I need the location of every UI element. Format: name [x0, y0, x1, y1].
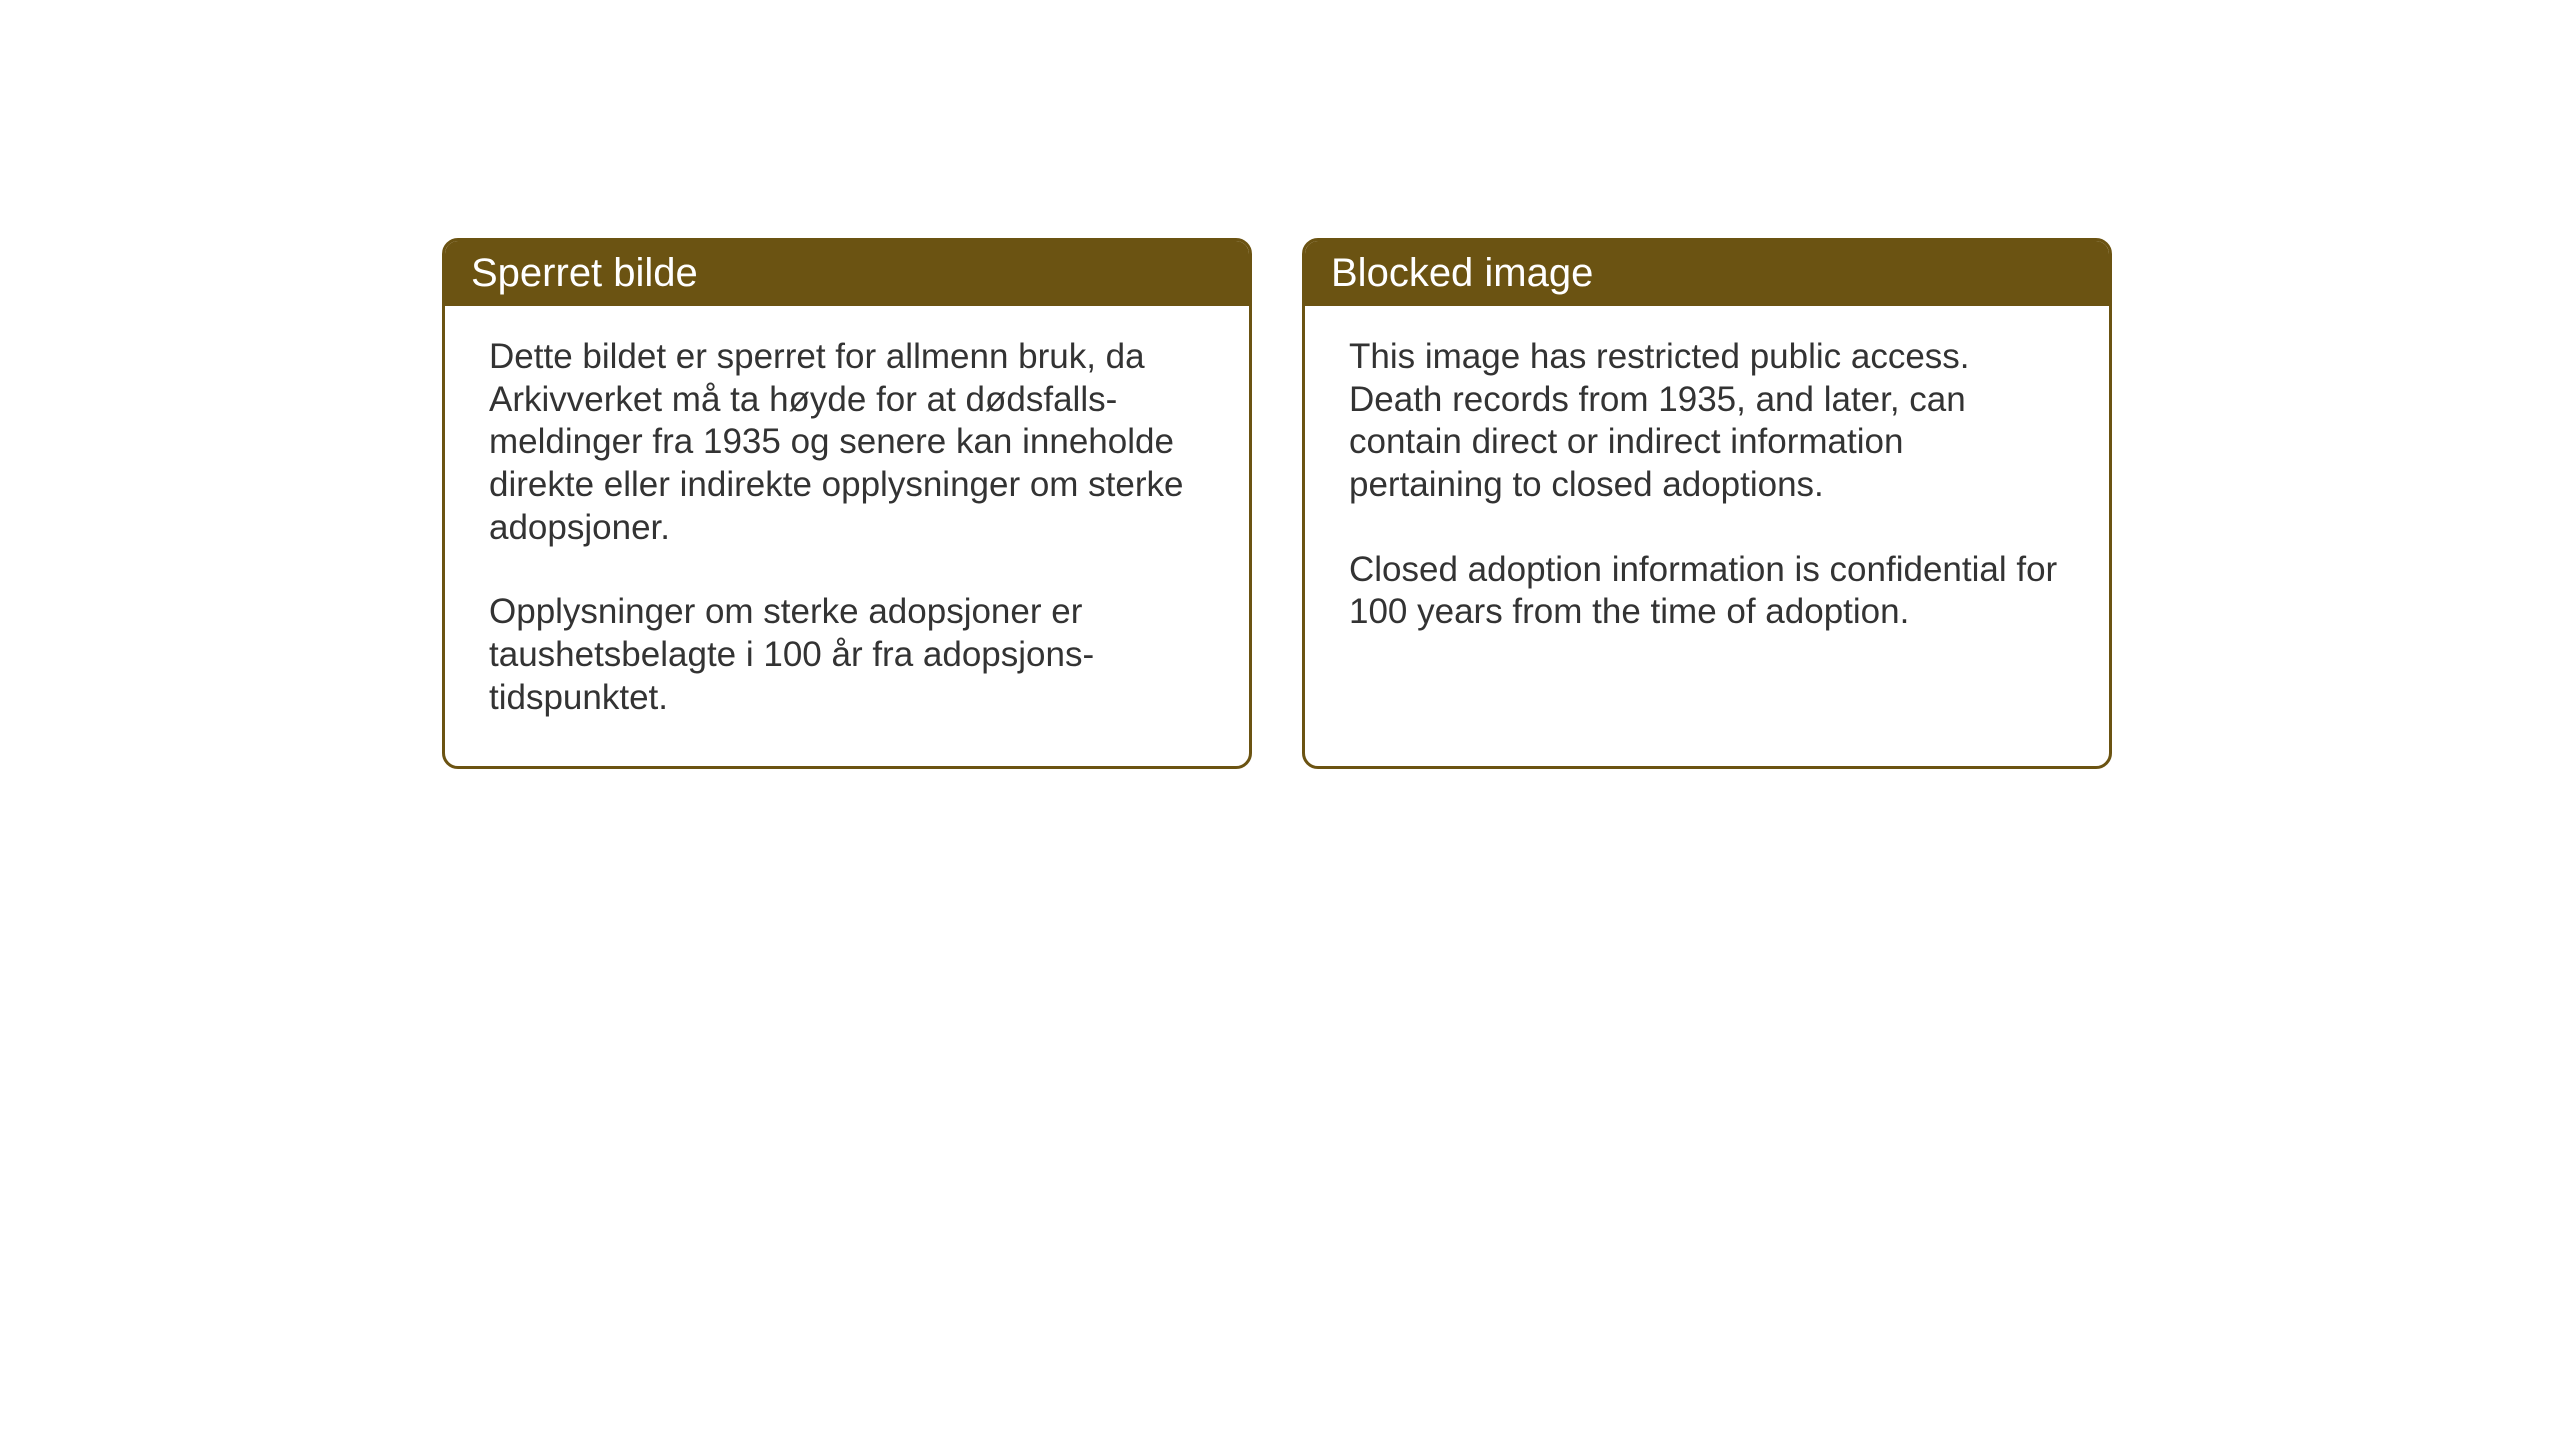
- card-title-norwegian: Sperret bilde: [471, 251, 698, 295]
- paragraph-1-norwegian: Dette bildet er sperret for allmenn bruk…: [489, 336, 1205, 549]
- card-body-english: This image has restricted public access.…: [1305, 306, 2109, 680]
- paragraph-2-english: Closed adoption information is confident…: [1349, 549, 2065, 634]
- card-header-norwegian: Sperret bilde: [445, 241, 1249, 306]
- card-header-english: Blocked image: [1305, 241, 2109, 306]
- card-body-norwegian: Dette bildet er sperret for allmenn bruk…: [445, 306, 1249, 766]
- paragraph-2-norwegian: Opplysninger om sterke adopsjoner er tau…: [489, 591, 1205, 719]
- card-english: Blocked image This image has restricted …: [1302, 238, 2112, 769]
- card-title-english: Blocked image: [1331, 251, 1593, 295]
- card-norwegian: Sperret bilde Dette bildet er sperret fo…: [442, 238, 1252, 769]
- cards-container: Sperret bilde Dette bildet er sperret fo…: [0, 0, 2560, 769]
- paragraph-1-english: This image has restricted public access.…: [1349, 336, 2065, 507]
